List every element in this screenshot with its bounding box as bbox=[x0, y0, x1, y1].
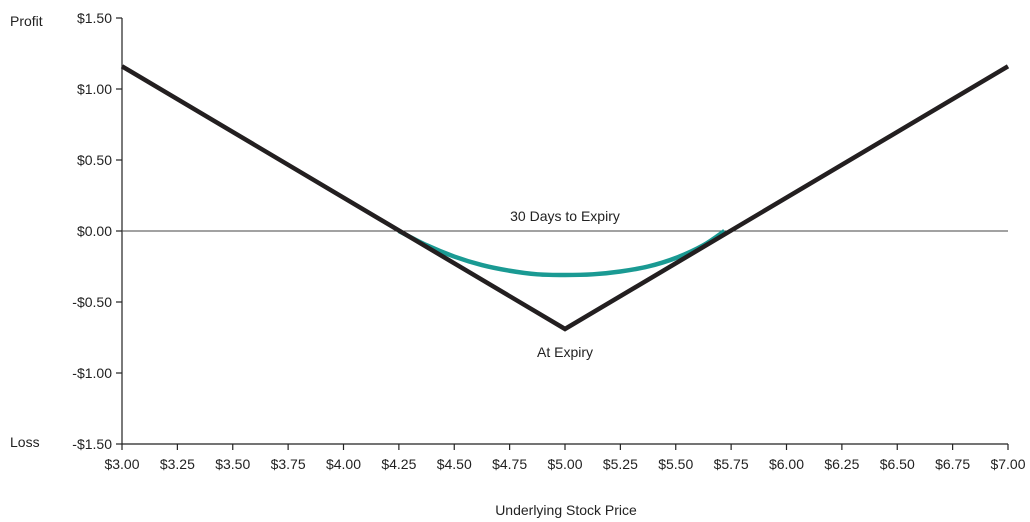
annotation-layer: 30 Days to Expiry At Expiry bbox=[510, 208, 620, 360]
x-tick-label: $4.50 bbox=[437, 456, 472, 472]
y-tick-label: -$1.50 bbox=[72, 436, 112, 452]
x-tick-label: $6.25 bbox=[824, 456, 859, 472]
y-tick-label: -$1.00 bbox=[72, 365, 112, 381]
x-tick-label: $5.00 bbox=[547, 456, 582, 472]
y-tick-label: $1.00 bbox=[77, 81, 112, 97]
x-tick-label: $6.50 bbox=[880, 456, 915, 472]
annotation-at-expiry: At Expiry bbox=[537, 344, 593, 360]
x-tick-label: $7.00 bbox=[990, 456, 1025, 472]
x-tick-label: $3.25 bbox=[160, 456, 195, 472]
series-line-30-days-to-expiry bbox=[397, 228, 726, 278]
ticks-layer: $1.50 $1.00 $0.50 $0.00 -$0.50 -$1.00 -$1.50 $3… bbox=[72, 10, 1025, 472]
x-axis-label: Underlying Stock Price bbox=[495, 502, 637, 518]
y-tick-label: $0.50 bbox=[77, 152, 112, 168]
y-axis-label-profit: Profit bbox=[10, 13, 43, 29]
x-tick-label: $4.25 bbox=[381, 456, 416, 472]
series-layer bbox=[120, 64, 1010, 332]
x-tick-label: $6.75 bbox=[935, 456, 970, 472]
x-tick-label: $6.00 bbox=[769, 456, 804, 472]
series-line-at-expiry bbox=[120, 64, 1010, 332]
x-tick-label: $3.50 bbox=[215, 456, 250, 472]
x-tick-label: $5.50 bbox=[658, 456, 693, 472]
y-tick-label: $1.50 bbox=[77, 10, 112, 26]
x-tick-label: $3.75 bbox=[271, 456, 306, 472]
y-axis-label-loss: Loss bbox=[10, 434, 40, 450]
x-tick-label: $4.75 bbox=[492, 456, 527, 472]
x-tick-label: $5.25 bbox=[603, 456, 638, 472]
x-tick-label: $4.00 bbox=[326, 456, 361, 472]
y-tick-label: -$0.50 bbox=[72, 294, 112, 310]
y-tick-label: $0.00 bbox=[77, 223, 112, 239]
x-tick-label: $5.75 bbox=[714, 456, 749, 472]
labels-layer: Profit Loss Underlying Stock Price bbox=[10, 13, 637, 518]
annotation-30-days-to-expiry: 30 Days to Expiry bbox=[510, 208, 620, 224]
x-tick-label: $3.00 bbox=[104, 456, 139, 472]
